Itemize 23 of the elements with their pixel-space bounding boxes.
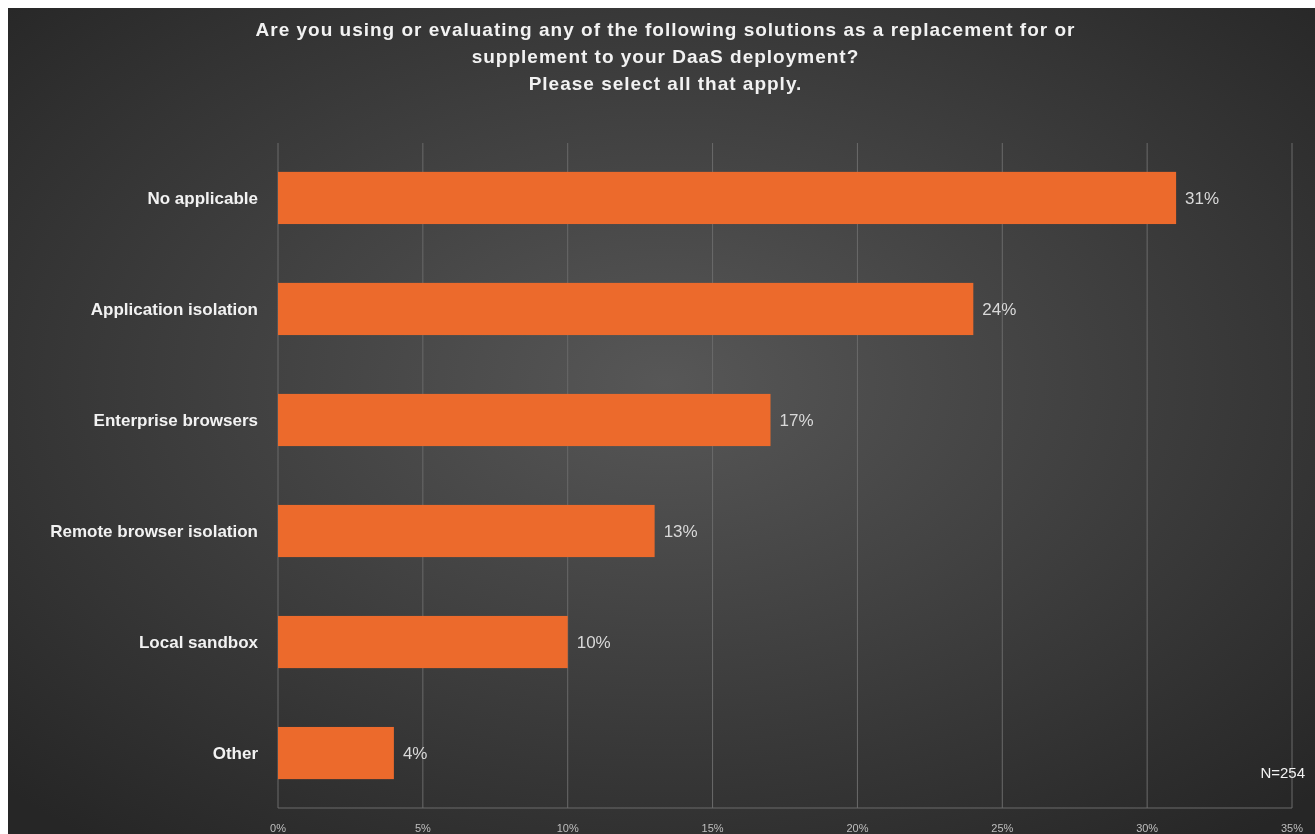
data-label: 4% — [402, 744, 428, 763]
annotation: N=254 — [1260, 764, 1305, 781]
y-tick-label: No applicable — [147, 188, 258, 208]
x-tick-label: 0% — [270, 822, 287, 834]
data-label: 17% — [779, 410, 814, 430]
x-tick-label: 10% — [556, 822, 579, 834]
chart-title: Are you using or evaluating any of the following solutions as a replacement for or supplement to your DaaS deployment? — [255, 19, 1076, 67]
x-tick-label: 15% — [701, 822, 724, 834]
data-label: 13% — [663, 521, 698, 541]
data-label: 24% — [982, 299, 1017, 319]
chart-subtitle: Please select all that apply. — [528, 73, 803, 94]
data-label: 10% — [576, 632, 611, 652]
data-label: 31% — [1185, 188, 1220, 208]
y-tick-label: Application isolation — [90, 299, 258, 319]
y-tick-label: Enterprise browsers — [93, 410, 258, 430]
x-tick-label: 35% — [1280, 822, 1304, 834]
x-tick-label: 25% — [991, 822, 1014, 834]
x-tick-label: 5% — [414, 822, 432, 834]
y-tick-label: Local sandbox — [138, 632, 259, 652]
y-tick-label: Remote browser isolation — [50, 521, 258, 541]
y-tick-label: Other — [212, 744, 259, 763]
x-tick-label: 20% — [846, 822, 869, 834]
x-tick-label: 30% — [1136, 822, 1159, 834]
